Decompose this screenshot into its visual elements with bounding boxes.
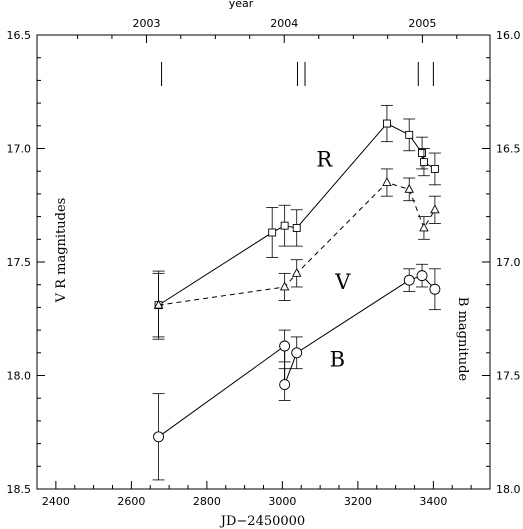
data-point-square <box>268 228 277 237</box>
data-point-circle <box>429 283 441 295</box>
right-y-tick-label: 16.0 <box>496 29 521 42</box>
data-point-circle <box>279 340 291 352</box>
left-y-tick-label: 18.5 <box>7 483 32 496</box>
series-v <box>152 168 441 338</box>
data-point-triangle <box>153 299 164 309</box>
series-label-b: B <box>330 347 345 371</box>
year-tick-label: 2004 <box>270 17 298 30</box>
data-point-triangle <box>430 204 440 214</box>
data-point-circle <box>153 431 165 443</box>
data-point-square <box>419 158 428 167</box>
data-point-square <box>418 149 426 157</box>
left-y-tick-label: 17.5 <box>7 256 32 269</box>
x-tick-label: 2400 <box>42 495 70 508</box>
data-point-square <box>280 221 289 230</box>
data-point-triangle <box>279 281 290 291</box>
year-tick-label: 2003 <box>132 17 160 30</box>
left-y-tick-label: 16.5 <box>7 29 32 42</box>
right-y-tick-label: 17.0 <box>496 256 521 269</box>
series-r <box>152 104 441 340</box>
x-tick-label: 3000 <box>268 495 296 508</box>
right-y-tick-label: 18.0 <box>496 483 521 496</box>
data-point-circle <box>279 379 291 391</box>
x-tick-label: 2600 <box>117 495 145 508</box>
left-axis-label: V R magnitudes <box>54 198 69 304</box>
plot-frame <box>36 34 491 490</box>
series-label-r: R <box>316 148 333 172</box>
right-y-tick-label: 17.5 <box>496 370 521 383</box>
series-label-v: V <box>334 270 351 294</box>
data-point-square <box>382 119 391 128</box>
data-point-circle <box>291 347 303 359</box>
axis-ticks: 2400 2600 2800 3000 3200 3400 2003 2004 2005 16.5… <box>7 17 521 508</box>
right-y-tick-label: 16.5 <box>496 143 521 156</box>
data-point-circle <box>416 270 428 282</box>
data-point-square <box>430 164 439 173</box>
left-y-tick-label: 17.0 <box>7 143 32 156</box>
data-point-triangle <box>404 183 414 193</box>
x-axis-label: JD−2450000 <box>219 514 305 529</box>
data-point-square <box>292 223 301 232</box>
x-tick-label: 2800 <box>193 495 221 508</box>
year-tick-label: 2005 <box>408 17 436 30</box>
x-tick-label: 3400 <box>419 495 447 508</box>
series-labels: R V B <box>316 148 351 372</box>
data-point-triangle <box>382 177 392 187</box>
x-tick-label: 3200 <box>344 495 372 508</box>
right-axis-label: B magnitude <box>455 297 470 382</box>
data-point-triangle <box>291 267 302 277</box>
data-point-triangle <box>419 222 429 232</box>
top-axis-label: year <box>229 0 254 10</box>
left-y-tick-label: 18.0 <box>7 370 32 383</box>
year-markers <box>161 62 434 86</box>
series-b <box>152 263 441 481</box>
data-series <box>152 104 441 481</box>
data-point-square <box>405 130 414 139</box>
data-point-circle <box>403 274 415 286</box>
